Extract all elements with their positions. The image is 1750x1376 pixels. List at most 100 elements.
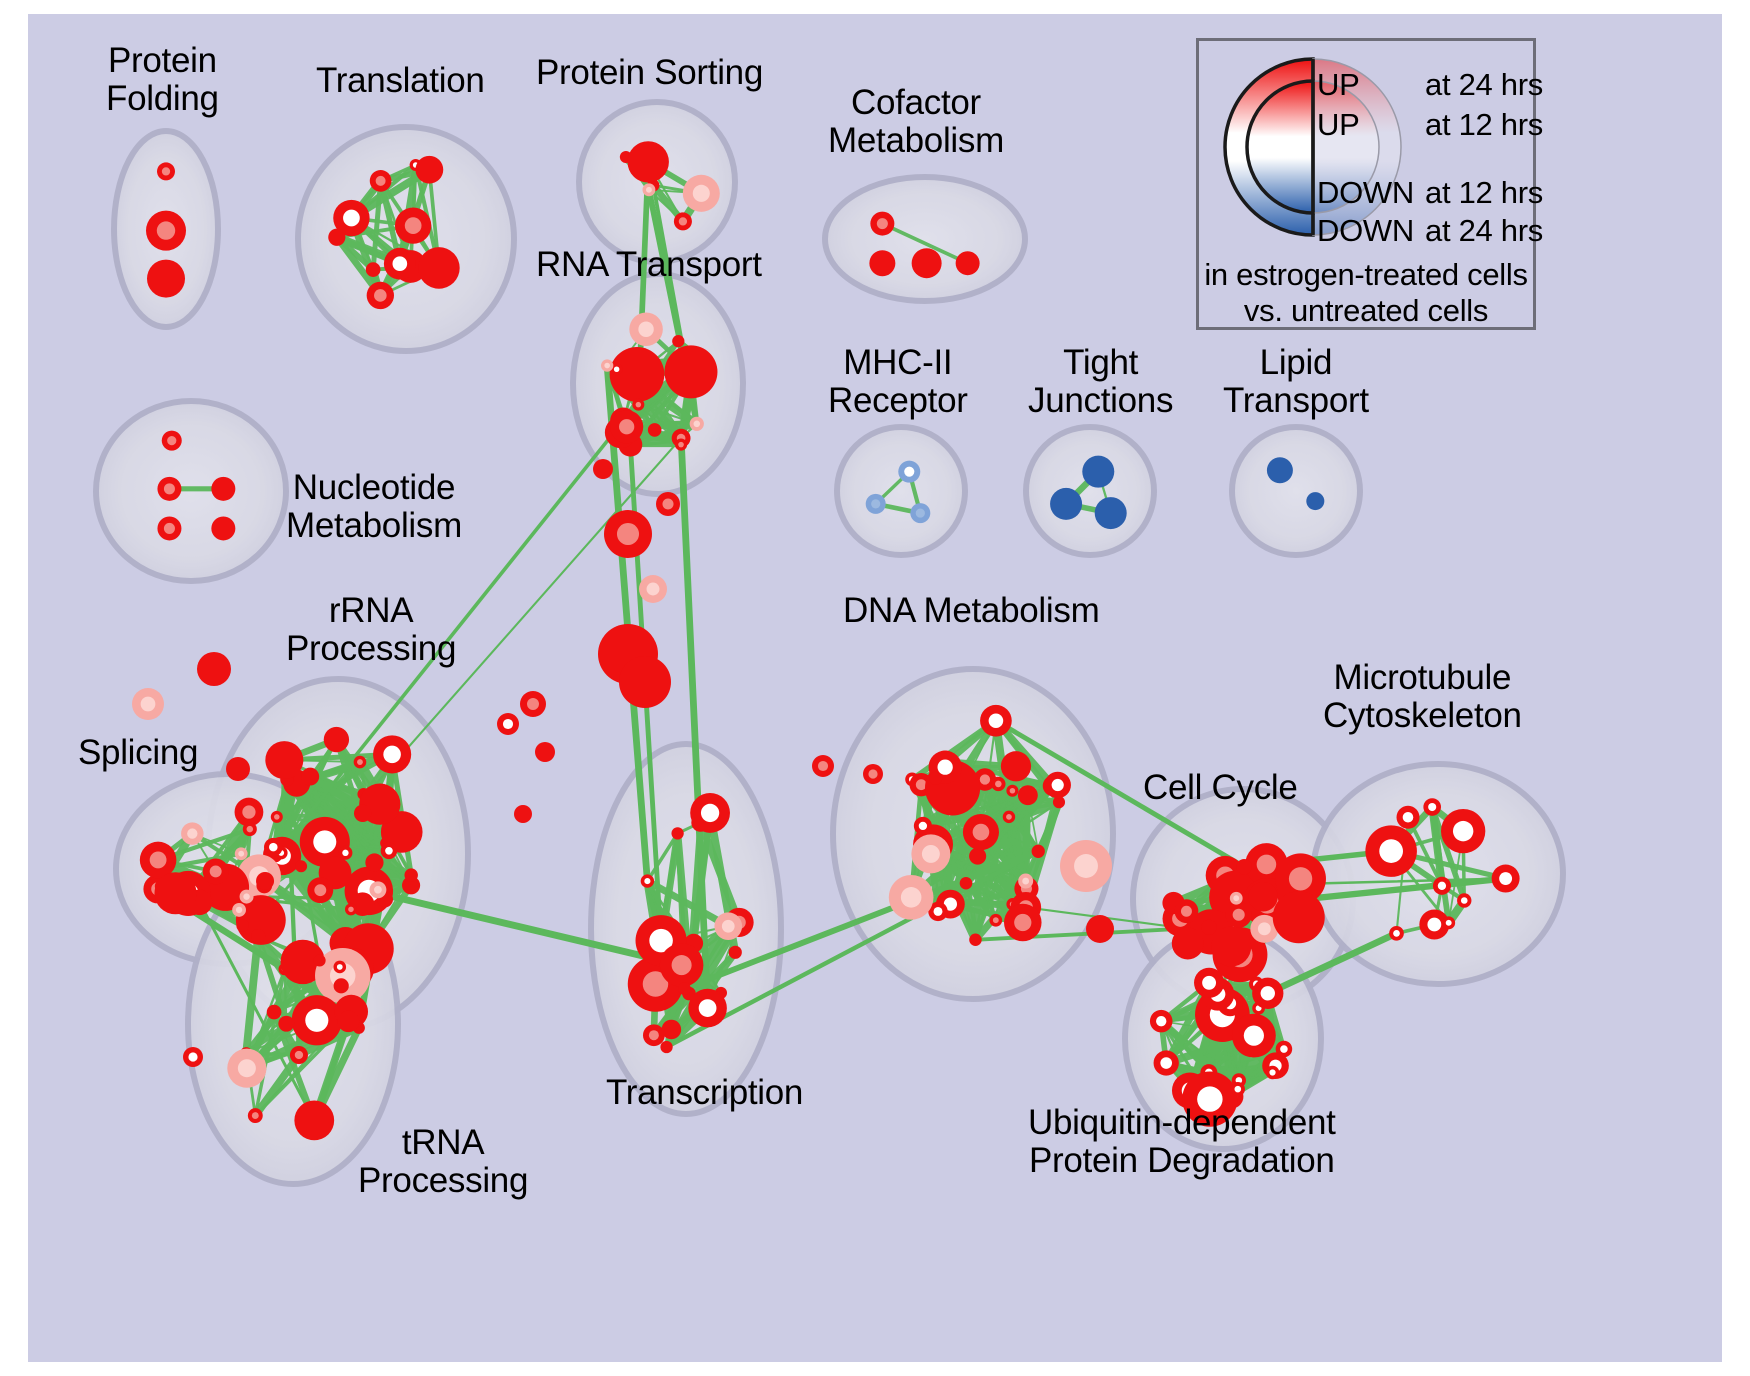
node-outer-ring [535,742,555,762]
node-inner-core [314,884,327,897]
node-outer-ring [627,141,669,183]
gene-node [270,810,283,823]
gene-node [1265,1065,1280,1080]
gene-node [146,210,186,251]
node-inner-core [1452,820,1474,842]
node-inner-core [692,184,710,202]
node-inner-core [140,696,156,712]
cluster-label-mhc-ii-receptor: MHC-II Receptor [828,343,968,420]
gene-node [181,822,204,845]
gene-node [265,741,304,780]
gene-node [632,398,645,411]
gene-node [1230,1081,1245,1097]
node-inner-core [238,850,245,857]
node-outer-ring [1211,926,1252,967]
gene-node [888,874,934,920]
node-inner-core [294,1050,304,1060]
gene-node [418,247,460,289]
gene-node [1174,899,1199,924]
gene-node [1052,796,1066,809]
gene-node [236,919,249,932]
gene-node [289,1045,308,1065]
node-inner-core [648,1030,659,1041]
node-inner-core [1232,908,1245,921]
node-inner-core [246,825,254,833]
gene-node [264,837,283,857]
gene-node [235,895,286,945]
node-inner-core [915,779,927,791]
gene-node [659,943,704,987]
gene-node [660,1040,673,1054]
gene-node [369,169,392,192]
node-inner-core [1257,922,1271,936]
node-outer-ring [323,726,350,753]
node-outer-ring [969,847,987,865]
gene-node [1182,1071,1238,1127]
gene-node [1250,914,1279,943]
gene-node [714,912,743,941]
node-outer-ring [295,860,308,873]
gene-node [911,248,942,279]
node-inner-core [693,420,701,428]
node-inner-core [305,1008,329,1032]
gene-node [1306,492,1325,511]
node-inner-core [149,851,167,869]
gene-node [1419,909,1450,940]
gene-node [678,982,691,996]
node-outer-ring [969,933,982,947]
gene-node [333,199,370,237]
node-outer-ring [365,853,384,872]
node-outer-ring [301,767,320,786]
cluster-hull-tight-junctions [1023,424,1157,558]
gene-node [1252,977,1284,1009]
node-outer-ring [313,954,326,967]
node-outer-ring [1201,919,1217,936]
gene-node [147,259,185,298]
gene-node [1050,487,1083,520]
cluster-hull-cofactor-metabolism [822,174,1028,304]
node-outer-ring [955,251,980,276]
node-inner-core [1393,929,1400,937]
gene-node [989,913,1003,927]
node-outer-ring [1306,492,1325,511]
gene-node [969,847,987,865]
network-edge [242,932,262,1058]
node-inner-core [1428,802,1437,812]
node-inner-core [671,955,692,976]
node-outer-ring [211,476,236,501]
node-outer-ring [678,982,691,996]
node-inner-core [1260,986,1275,1001]
legend-row-1-time: at 12 hrs [1425,107,1543,142]
network-edge [645,831,680,883]
node-outer-ring [1052,796,1066,809]
node-outer-ring [1248,882,1278,912]
network-bridge-edge [681,848,1042,992]
gene-node [301,767,320,786]
spine-node [863,764,883,784]
gene-node [1194,967,1225,998]
node-inner-core [251,1112,259,1120]
node-inner-core [721,919,735,933]
node-inner-core [972,823,990,841]
node-inner-core [392,256,408,272]
spine-node [656,492,680,516]
gene-node [980,704,1012,737]
node-inner-core [1445,919,1452,926]
gene-node [913,816,932,835]
gene-node [1000,751,1032,782]
gene-node [227,1048,267,1088]
node-inner-core [871,499,881,509]
gene-node [601,359,614,372]
legend-row-3-state: DOWN [1317,213,1414,248]
node-inner-core [1499,872,1513,885]
node-inner-core [616,522,640,546]
spine-node [132,688,164,720]
gene-node [161,430,182,451]
gene-node [404,868,418,882]
network-edge [251,1051,303,1120]
gene-node [1018,873,1034,889]
gene-node [353,755,367,769]
gene-node [401,876,421,895]
node-outer-ring [401,876,421,895]
gene-node [865,493,886,514]
